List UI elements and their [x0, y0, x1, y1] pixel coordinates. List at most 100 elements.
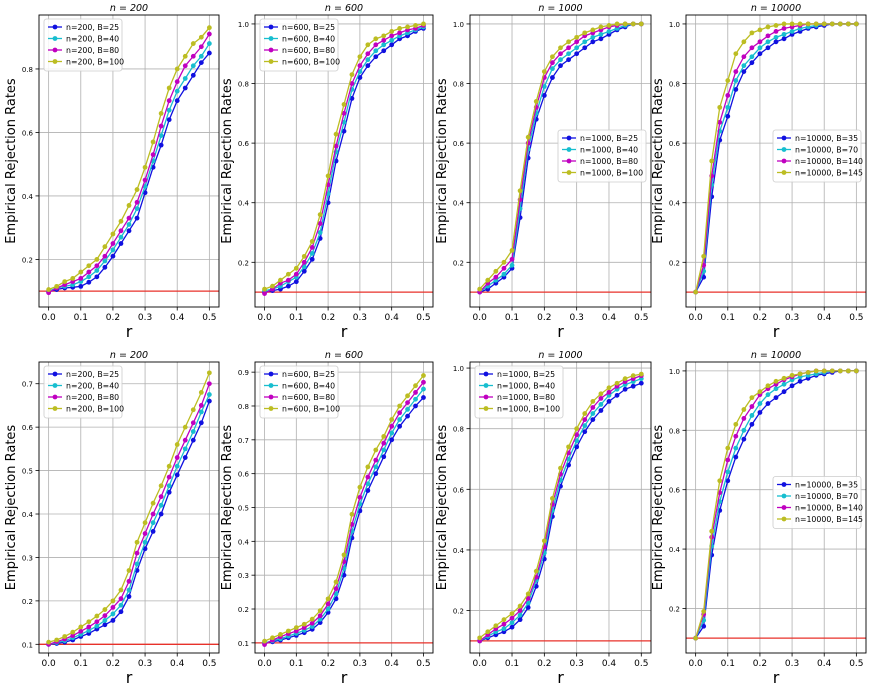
- data-point: [150, 528, 156, 534]
- series-line: [48, 400, 210, 645]
- data-point: [701, 609, 707, 614]
- y-axis-label: Empirical Rejection Rates: [4, 78, 19, 244]
- y-tick-label: 1.0: [453, 21, 464, 29]
- y-tick-label: 0.2: [453, 259, 464, 267]
- x-tick-label: 0.0: [473, 659, 488, 669]
- legend-label: n=600, B=80: [282, 46, 335, 55]
- data-point: [541, 93, 547, 98]
- data-point: [357, 494, 363, 500]
- data-point: [590, 39, 596, 45]
- data-point: [765, 392, 771, 398]
- data-point: [582, 45, 588, 51]
- x-tick-label: 0.1: [721, 659, 735, 669]
- data-point: [134, 187, 140, 192]
- data-point: [789, 383, 795, 389]
- data-point: [373, 42, 379, 48]
- y-tick-label: 0.2: [22, 256, 33, 264]
- data-point: [46, 639, 52, 645]
- data-point: [837, 368, 843, 374]
- legend-swatch-marker: [566, 147, 572, 152]
- data-point: [110, 618, 116, 623]
- y-tick-label: 0.4: [22, 511, 34, 519]
- legend-label: n=600, B=40: [282, 381, 335, 390]
- data-point: [110, 253, 116, 259]
- y-tick-label: 0.8: [453, 81, 464, 89]
- data-point: [397, 417, 403, 422]
- legend-swatch-marker: [268, 383, 274, 388]
- legend-swatch-marker: [52, 406, 58, 411]
- data-point: [182, 437, 188, 443]
- y-tick-label: 0.4: [669, 546, 681, 554]
- data-point: [630, 21, 636, 27]
- data-point: [550, 66, 555, 72]
- data-point: [126, 203, 132, 208]
- x-tick-label: 0.1: [289, 313, 303, 323]
- data-point: [725, 104, 731, 110]
- data-point: [309, 256, 315, 262]
- data-point: [389, 437, 395, 443]
- data-point: [590, 405, 596, 410]
- x-tick-label: 0.3: [569, 313, 583, 323]
- data-point: [365, 481, 371, 487]
- data-point: [317, 613, 323, 619]
- y-tick-label: 0.2: [238, 259, 249, 267]
- panel-title: n = 600: [325, 350, 363, 361]
- data-point: [741, 54, 747, 60]
- data-point: [278, 631, 283, 637]
- x-tick-label: 0.0: [257, 313, 272, 323]
- data-point: [158, 123, 164, 129]
- chart-panel: 0.0 0.1 0.2 0.3 0.4 0.5 0.2 0.4 0.6 0.8 1.0 n = 100…: [651, 350, 867, 687]
- data-point: [94, 619, 100, 625]
- data-point: [606, 399, 612, 404]
- data-point: [517, 617, 523, 623]
- data-point: [142, 539, 148, 545]
- data-point: [158, 133, 164, 139]
- data-point: [781, 36, 787, 42]
- x-tick-label: 0.0: [473, 313, 488, 323]
- data-point: [558, 45, 563, 51]
- data-point: [733, 87, 739, 92]
- data-point: [365, 474, 371, 480]
- data-point: [206, 41, 212, 46]
- data-point: [206, 31, 212, 37]
- data-point: [262, 642, 267, 647]
- y-tick-label: 1.0: [669, 21, 680, 29]
- y-axis-label: Empirical Rejection Rates: [4, 425, 19, 591]
- legend-label: n=600, B=100: [282, 404, 340, 413]
- x-tick-label: 0.4: [385, 313, 400, 323]
- data-point: [126, 587, 132, 593]
- y-tick-label: 0.6: [453, 140, 465, 148]
- data-point: [293, 271, 299, 277]
- legend-label: n=600, B=80: [282, 393, 335, 402]
- data-point: [190, 420, 196, 426]
- data-point: [574, 444, 580, 450]
- data-point: [102, 622, 108, 628]
- data-point: [501, 621, 507, 627]
- data-point: [541, 538, 547, 544]
- data-point: [630, 373, 636, 379]
- series-line: [264, 397, 424, 644]
- legend-box: [43, 365, 123, 419]
- data-point: [126, 215, 132, 221]
- legend-label: n=1000, B=40: [580, 145, 638, 154]
- data-point: [821, 368, 827, 374]
- data-point: [158, 502, 164, 508]
- data-point: [262, 286, 267, 292]
- data-point: [166, 474, 172, 480]
- data-point: [517, 188, 523, 194]
- axes-frame: [254, 14, 434, 308]
- data-point: [757, 27, 763, 33]
- data-point: [389, 417, 395, 422]
- data-point: [333, 586, 339, 592]
- x-tick-label: 0.5: [634, 659, 648, 669]
- data-point: [317, 212, 323, 218]
- data-point: [733, 445, 739, 451]
- axes-frame: [469, 361, 652, 654]
- data-point: [829, 368, 835, 374]
- legend-swatch-marker: [566, 158, 572, 164]
- y-tick-label: 0.3: [238, 572, 249, 580]
- data-point: [293, 628, 299, 634]
- y-tick-label: 0.6: [22, 129, 34, 137]
- data-point: [517, 612, 523, 618]
- data-point: [590, 411, 596, 416]
